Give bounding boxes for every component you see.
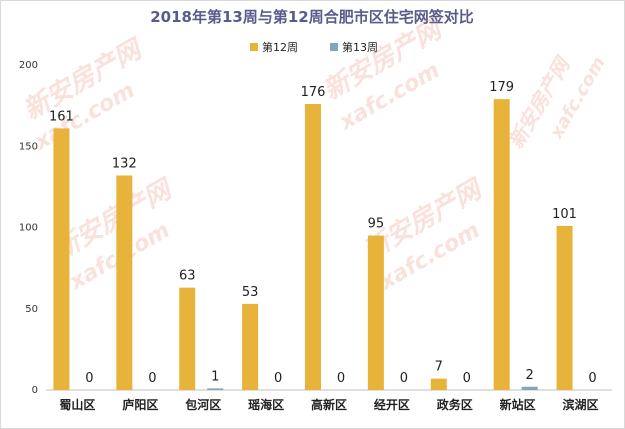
category-label: 瑶海区 [248,397,284,412]
bar-1-2 [116,175,133,390]
category-label: 包河区 [184,397,221,412]
category-label: 庐阳区 [122,397,158,412]
data-label-2-2: 0 [148,371,156,386]
bar-1-3 [179,287,196,390]
bars [53,99,573,390]
y-tick-label: 200 [19,60,38,71]
bar-1-9 [556,225,573,390]
data-label-2-8: 2 [526,368,534,383]
category-label: 高新区 [311,397,347,412]
data-label-2-7: 0 [463,371,471,386]
bar-1-5 [305,104,321,390]
chart-title: 2018年第13周与第12周合肥市区住宅网签对比 [150,8,474,26]
data-label-1-1: 161 [49,109,74,124]
data-label-2-1: 0 [85,371,93,386]
bar-2-3 [207,388,224,390]
bar-1-4 [242,303,259,390]
legend-label-2: 第13周 [342,40,378,54]
legend-swatch-1 [250,43,258,51]
bar-1-6 [367,235,384,390]
legend: 第12周 第13周 [250,40,378,54]
data-label-2-9: 0 [588,371,596,386]
category-label: 经开区 [374,397,410,412]
data-label-1-6: 95 [368,217,385,232]
data-label-1-7: 7 [435,360,443,375]
data-label-1-9: 101 [552,207,577,222]
y-tick-label: 100 [19,223,38,234]
data-label-2-4: 0 [274,371,282,386]
data-label-2-6: 0 [400,371,408,386]
legend-label-1: 第12周 [262,40,298,54]
data-labels: 161 0 132 0 63 1 53 0 176 0 95 0 7 0 179 2 101 0 [49,80,597,386]
category-labels: 蜀山区 庐阳区 包河区 瑶海区 高新区 经开区 政务区 新站区 滨湖区 [59,397,598,412]
data-label-1-4: 53 [242,285,259,300]
y-tick-label: 0 [32,385,38,396]
data-label-1-3: 63 [179,269,196,284]
data-label-1-8: 179 [489,80,514,95]
category-label: 滨湖区 [563,397,599,412]
y-tick-label: 50 [25,304,38,315]
data-label-1-5: 176 [301,85,326,100]
category-label: 政务区 [437,397,473,412]
data-label-2-5: 0 [337,371,345,386]
category-label: 新站区 [500,397,536,412]
y-tick-label: 150 [19,141,38,152]
y-axis-ticks: 0 50 100 150 200 [19,60,38,396]
bar-1-1 [53,128,70,390]
bar-2-8 [521,386,538,390]
bar-1-7 [430,378,447,390]
legend-swatch-2 [330,43,338,51]
category-label: 蜀山区 [59,397,95,412]
data-label-2-3: 1 [211,369,219,384]
bar-1-8 [493,99,510,390]
data-label-1-2: 132 [112,157,137,172]
